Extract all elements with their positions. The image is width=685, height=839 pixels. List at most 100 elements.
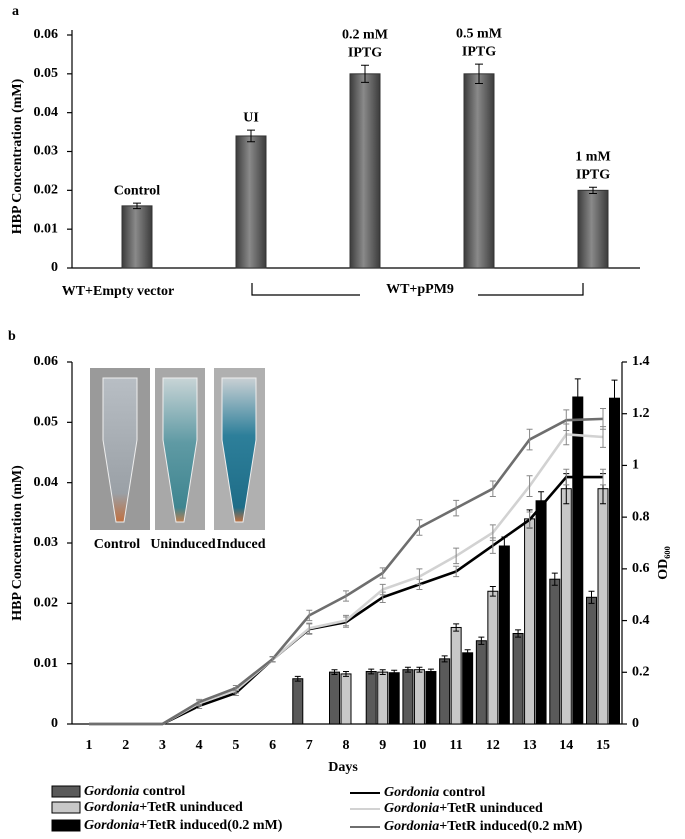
error-bar: [269, 656, 276, 663]
error-bar: [379, 583, 386, 596]
y2-tick-label: 1.4: [632, 354, 650, 369]
error-bar: [600, 408, 606, 430]
bar: [572, 396, 584, 725]
error-bar: [589, 186, 597, 194]
x-tick-label: 4: [196, 738, 203, 753]
error-bar: [475, 63, 483, 85]
bar: [340, 673, 352, 725]
y-tick-label: 0.01: [34, 221, 59, 236]
bar: [597, 488, 609, 725]
error-bar: [196, 698, 203, 706]
error-bar: [453, 623, 460, 632]
error-bar: [489, 585, 496, 597]
bar-label: 0.5 mM: [456, 26, 502, 41]
y-tick-label: 0.02: [34, 183, 59, 198]
panel-label: a: [12, 4, 19, 19]
y-tick-label: 0.01: [34, 656, 59, 671]
bar: [512, 633, 524, 725]
error-bar: [453, 565, 460, 578]
error-bar: [588, 590, 595, 604]
x-tick-label: 3: [159, 738, 166, 753]
bar: [292, 678, 304, 725]
x-tick-label: 5: [232, 738, 239, 753]
y-tick-label: 0.04: [34, 475, 59, 490]
y-tick-label: 0.05: [34, 415, 59, 430]
error-bar: [361, 64, 369, 83]
x-tick-label: 15: [596, 738, 610, 753]
y-tick-label: 0.03: [34, 144, 59, 159]
error-bar: [416, 568, 423, 585]
x-tick-label: 1: [86, 738, 93, 753]
bar-label: IPTG: [576, 167, 610, 182]
x-tick-label: 6: [269, 738, 276, 753]
error-bar: [526, 428, 533, 451]
bar: [463, 73, 495, 269]
group-bracket: [251, 283, 584, 296]
bar: [349, 73, 381, 269]
y2-tick-label: 0: [632, 716, 639, 731]
bar: [586, 596, 597, 725]
bar: [425, 671, 437, 725]
x-tick-label: 9: [379, 738, 386, 753]
y-axis-label: HBP Concentration (mM): [10, 78, 25, 234]
x-tick-label: 14: [559, 738, 573, 753]
bar-label: IPTG: [462, 44, 496, 59]
error-bar: [600, 468, 606, 486]
y-tick-label: 0.06: [34, 27, 59, 42]
legend-label: Gordonia+TetR uninduced: [384, 801, 543, 816]
error-bar: [133, 202, 141, 210]
bar: [365, 671, 377, 725]
error-bar: [416, 519, 423, 536]
error-bar: [404, 666, 411, 673]
error-bar: [526, 475, 533, 497]
bar: [377, 671, 389, 725]
x-axis-label: Days: [328, 760, 358, 775]
error-bar: [574, 378, 581, 416]
bar: [560, 488, 572, 725]
error-bar: [343, 671, 349, 677]
error-bar: [343, 614, 349, 627]
bar: [524, 518, 536, 725]
error-bar: [427, 668, 434, 675]
error-bar: [368, 668, 375, 675]
bar: [450, 626, 462, 725]
bar: [402, 669, 414, 725]
legend-label: Gordonia control: [384, 785, 485, 800]
legend-label: Gordonia control: [84, 784, 185, 799]
y2-tick-label: 0.8: [632, 509, 650, 524]
legend-swatch: [51, 785, 81, 798]
bar: [462, 652, 474, 725]
bar-label: 0.2 mM: [342, 28, 388, 43]
error-bar: [526, 511, 533, 528]
bar: [388, 672, 400, 725]
y2-tick-label: 0.2: [632, 665, 650, 680]
bar: [121, 205, 153, 269]
bar: [549, 578, 561, 725]
y2-tick-label: 1.2: [632, 406, 650, 421]
legend-label: Gordonia+TetR induced(0.2 mM): [84, 818, 283, 833]
error-bar: [391, 669, 398, 676]
x-tick-label: 2: [122, 738, 129, 753]
error-bar: [306, 622, 313, 634]
y-tick-label: 0.05: [34, 66, 59, 81]
error-bar: [294, 675, 301, 682]
error-bar: [247, 129, 255, 143]
legend-label: Gordonia+TetR uninduced: [84, 800, 243, 815]
x-tick-label: 8: [343, 738, 350, 753]
inset-label: Uninduced: [150, 537, 216, 552]
error-bar: [489, 524, 496, 541]
legend-swatch: [51, 801, 81, 814]
y-tick-label: 0.06: [34, 354, 59, 369]
group-label: WT+Empty vector: [62, 284, 175, 299]
error-bar: [489, 480, 496, 497]
error-bar: [464, 649, 471, 657]
y-tick-label: 0: [51, 716, 58, 731]
y-axis-label: HBP Concentration (mM): [10, 465, 25, 621]
bar: [535, 500, 547, 725]
error-bar: [441, 655, 448, 663]
y2-tick-label: 1: [632, 458, 639, 473]
y-tick-label: 0.03: [34, 535, 59, 550]
bar-label: UI: [243, 110, 259, 125]
bar: [609, 397, 620, 725]
bar: [413, 669, 425, 725]
